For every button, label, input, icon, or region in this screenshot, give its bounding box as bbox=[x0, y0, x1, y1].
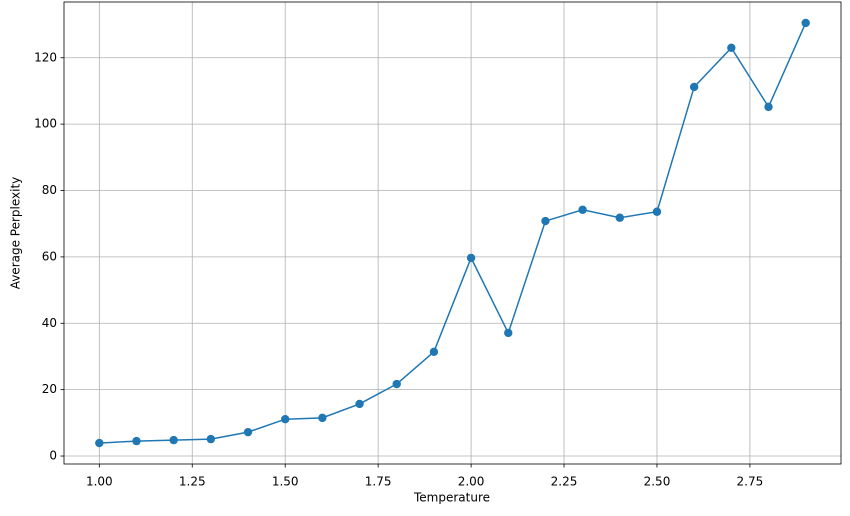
y-tick-label: 60 bbox=[42, 249, 57, 263]
data-point bbox=[466, 253, 476, 263]
y-tick-label: 100 bbox=[34, 117, 57, 131]
data-point bbox=[429, 347, 439, 357]
data-point bbox=[318, 413, 327, 423]
data-point bbox=[801, 18, 810, 28]
plot-frame bbox=[63, 1, 842, 465]
data-point bbox=[727, 43, 736, 53]
data-point bbox=[652, 207, 662, 216]
data-point bbox=[578, 205, 587, 214]
data-point bbox=[504, 328, 513, 338]
x-tick-label: 1.50 bbox=[272, 475, 299, 489]
y-tick-label: 120 bbox=[34, 50, 57, 64]
x-tick-label: 2.75 bbox=[737, 475, 764, 489]
x-tick-label: 2.50 bbox=[644, 475, 671, 489]
data-point bbox=[615, 213, 624, 222]
y-tick-label: 80 bbox=[42, 183, 57, 197]
data-point bbox=[243, 427, 253, 437]
data-point bbox=[764, 102, 773, 112]
x-tick-label: 2.00 bbox=[458, 475, 485, 489]
x-tick-label: 1.75 bbox=[365, 475, 392, 489]
y-tick-label: 40 bbox=[42, 316, 57, 330]
data-point bbox=[541, 216, 550, 226]
data-point bbox=[206, 434, 216, 444]
x-tick-label: 1.25 bbox=[179, 475, 206, 489]
data-point bbox=[689, 82, 699, 92]
data-line bbox=[99, 22, 807, 444]
data-point bbox=[95, 438, 104, 448]
data-point bbox=[355, 399, 364, 409]
data-point bbox=[281, 414, 290, 424]
data-point bbox=[392, 379, 401, 389]
data-point bbox=[169, 435, 178, 445]
x-tick-label: 2.25 bbox=[551, 475, 578, 489]
y-axis-label: Average Perplexity bbox=[9, 177, 23, 290]
y-tick-label: 0 bbox=[49, 449, 57, 463]
x-axis-label: Temperature bbox=[413, 491, 490, 505]
x-tick-label: 1.00 bbox=[86, 475, 113, 489]
data-point bbox=[132, 436, 141, 446]
y-tick-label: 20 bbox=[42, 382, 57, 396]
